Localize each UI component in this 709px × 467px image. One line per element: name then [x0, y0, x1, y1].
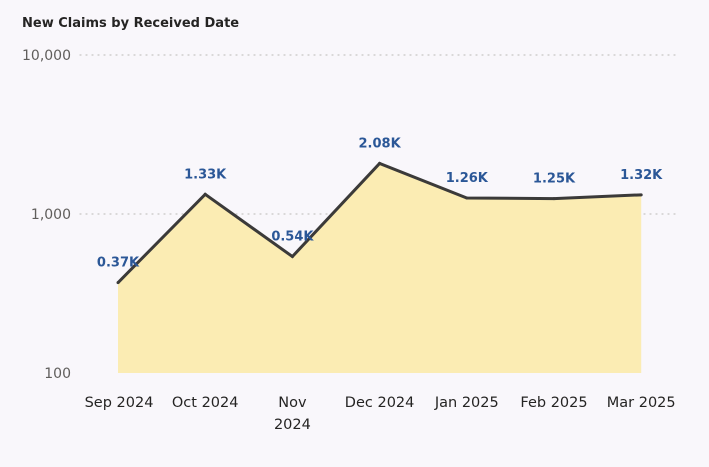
x-tick-label: Sep 2024 — [85, 395, 154, 411]
data-label: 2.08K — [359, 136, 402, 151]
x-tick-label-line: Nov — [278, 395, 307, 411]
data-point — [465, 196, 469, 200]
x-tick-label: Nov 2024 — [274, 395, 311, 433]
data-point — [116, 281, 120, 285]
x-tick-label: Jan 2025 — [434, 395, 499, 411]
y-tick-label: 1,000 — [31, 207, 71, 223]
data-label: 1.32K — [620, 168, 663, 183]
data-label: 1.33K — [184, 167, 227, 182]
x-tick-label-line: Jan 2025 — [434, 395, 499, 411]
data-label: 0.54K — [271, 230, 314, 245]
data-point — [552, 197, 556, 201]
data-point — [639, 193, 643, 197]
x-tick-label-line: 2024 — [274, 417, 311, 433]
x-tick-label: Mar 2025 — [607, 395, 676, 411]
data-point — [290, 255, 294, 259]
y-tick-label: 10,000 — [22, 48, 71, 64]
data-point — [378, 161, 382, 165]
x-tick-label-line: Dec 2024 — [345, 395, 415, 411]
x-tick-label: Oct 2024 — [172, 395, 239, 411]
x-tick-label-line: Sep 2024 — [85, 395, 154, 411]
x-tick-label-line: Mar 2025 — [607, 395, 676, 411]
chart-title: New Claims by Received Date — [22, 16, 240, 31]
data-point — [203, 192, 207, 196]
x-tick-label-line: Feb 2025 — [520, 395, 587, 411]
x-tick-label-line: Oct 2024 — [172, 395, 239, 411]
x-tick-label: Feb 2025 — [520, 395, 587, 411]
data-label: 0.37K — [97, 256, 140, 271]
x-tick-label: Dec 2024 — [345, 395, 415, 411]
y-tick-label: 100 — [44, 366, 71, 382]
data-label: 1.25K — [533, 172, 576, 187]
series-area — [118, 163, 642, 373]
data-label: 1.26K — [446, 171, 489, 186]
